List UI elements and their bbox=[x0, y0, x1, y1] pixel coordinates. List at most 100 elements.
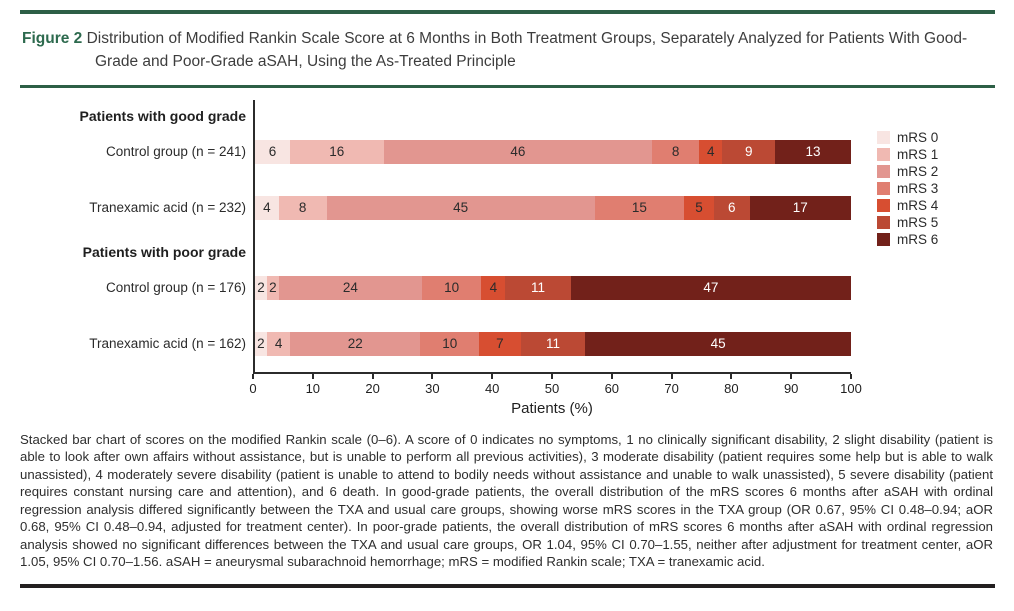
top-rule bbox=[20, 10, 995, 14]
legend-item: mRS 6 bbox=[877, 231, 938, 248]
bar-segment: 10 bbox=[421, 275, 482, 300]
legend-label: mRS 6 bbox=[897, 231, 939, 247]
legend-item: mRS 0 bbox=[877, 129, 938, 146]
tick-label: 90 bbox=[783, 380, 799, 396]
group-label: Patients with poor grade bbox=[82, 243, 246, 260]
bar-row: 4 8 45 15 5 6 17 bbox=[255, 180, 851, 236]
stacked-bar: 4 8 45 15 5 6 17 bbox=[255, 195, 851, 220]
bar-row: 6 16 46 8 4 9 13 bbox=[255, 124, 851, 180]
tick-mark bbox=[491, 373, 494, 379]
segment-value: 4 bbox=[263, 200, 271, 215]
x-axis: 0 10 20 30 40 50 60 70 80 90 100 bbox=[20, 373, 862, 399]
tick-mark bbox=[252, 373, 254, 379]
bar-segment: 2 bbox=[255, 275, 267, 300]
tick-label: 50 bbox=[544, 380, 560, 396]
tick-label: 70 bbox=[664, 380, 679, 396]
legend-item: mRS 4 bbox=[877, 197, 938, 214]
tick-label: 0 bbox=[249, 380, 257, 396]
bar-segment: 46 bbox=[383, 139, 653, 164]
bar-segment: 2 bbox=[266, 275, 279, 300]
legend-label: mRS 1 bbox=[897, 146, 939, 162]
bar-segment: 11 bbox=[520, 331, 586, 356]
legend-swatch bbox=[877, 215, 890, 229]
bar-row-label: Control group (n = 241) bbox=[106, 144, 246, 159]
bar-row-label: Tranexamic acid (n = 162) bbox=[89, 336, 246, 351]
stacked-bar: 2 4 22 10 7 11 45 bbox=[255, 331, 851, 356]
bar-segment: 8 bbox=[652, 139, 700, 164]
row-labels-column: Patients with good grade Control group (n… bbox=[20, 100, 253, 374]
bar-segment: 22 bbox=[290, 331, 421, 356]
group-label: Patients with good grade bbox=[79, 107, 246, 124]
tick-label: 80 bbox=[724, 380, 739, 396]
x-axis-spacer bbox=[20, 374, 253, 399]
tick-label: 10 bbox=[305, 380, 321, 396]
segment-value: 4 bbox=[706, 144, 715, 159]
segment-value: 16 bbox=[329, 144, 345, 159]
tick-label: 40 bbox=[484, 380, 500, 396]
figure-label: Figure 2 bbox=[22, 30, 83, 47]
segment-value: 6 bbox=[268, 144, 277, 159]
segment-value: 4 bbox=[274, 336, 283, 351]
bottom-rule bbox=[20, 583, 995, 588]
segment-value: 15 bbox=[631, 200, 647, 215]
legend-label: mRS 4 bbox=[897, 197, 939, 213]
tick-label: 30 bbox=[425, 380, 440, 396]
bar-row-label: Control group (n = 176) bbox=[106, 280, 246, 295]
segment-value: 8 bbox=[298, 200, 307, 215]
segment-value: 7 bbox=[496, 336, 504, 351]
legend-item: mRS 3 bbox=[877, 180, 938, 197]
bar-segment: 13 bbox=[774, 139, 851, 164]
tick-mark bbox=[431, 373, 434, 379]
bar-segment: 6 bbox=[713, 195, 750, 220]
tick-mark bbox=[610, 373, 613, 379]
segment-value: 47 bbox=[703, 280, 719, 295]
legend-item: mRS 5 bbox=[877, 214, 938, 231]
figure-title-block: Figure 2 Distribution of Modified Rankin… bbox=[22, 27, 990, 74]
tick-mark bbox=[371, 373, 374, 379]
segment-value: 5 bbox=[695, 200, 703, 215]
segment-value: 46 bbox=[510, 144, 526, 159]
bar-segment: 6 bbox=[255, 139, 291, 164]
segment-value: 6 bbox=[727, 200, 736, 215]
plot-area: 6 16 46 8 4 9 13 4 8 45 15 5 6 17 2 2 24 10 4 11 47 2 4 22 10 7 11… bbox=[253, 99, 851, 374]
segment-value: 22 bbox=[347, 336, 363, 351]
figure-container: Figure 2 Distribution of Modified Rankin… bbox=[0, 10, 1014, 588]
legend-label: mRS 0 bbox=[897, 129, 939, 145]
x-axis-ticks: 0 10 20 30 40 50 60 70 80 90 100 bbox=[249, 373, 862, 399]
bar-segment: 15 bbox=[594, 195, 685, 220]
group-spacer-row bbox=[255, 100, 851, 124]
bar-segment: 4 bbox=[481, 275, 506, 300]
chart-grid: Patients with good grade Control group (n… bbox=[20, 99, 851, 374]
segment-value: 4 bbox=[489, 280, 498, 295]
tick-mark bbox=[670, 373, 673, 379]
legend-item: mRS 1 bbox=[877, 146, 938, 163]
chart-main: Patients with good grade Control group (n… bbox=[20, 99, 862, 417]
legend-swatch bbox=[877, 130, 890, 144]
segment-value: 8 bbox=[671, 144, 680, 159]
legend-label: mRS 2 bbox=[897, 163, 939, 179]
figure-title: Distribution of Modified Rankin Scale Sc… bbox=[86, 30, 968, 71]
legend-swatch bbox=[877, 232, 890, 246]
legend-item: mRS 2 bbox=[877, 163, 938, 180]
segment-value: 45 bbox=[453, 200, 469, 215]
segment-value: 10 bbox=[442, 336, 458, 351]
bar-segment: 17 bbox=[749, 195, 851, 220]
bar-segment: 4 bbox=[699, 139, 723, 164]
group-spacer-row bbox=[255, 236, 851, 260]
bar-segment: 4 bbox=[266, 331, 291, 356]
tick-mark bbox=[850, 373, 852, 379]
segment-value: 2 bbox=[269, 280, 277, 295]
title-rule bbox=[20, 84, 995, 88]
tick-label: 20 bbox=[365, 380, 380, 396]
bar-segment: 45 bbox=[326, 195, 595, 220]
bar-segment: 8 bbox=[278, 195, 327, 220]
tick-mark bbox=[790, 373, 793, 379]
segment-value: 11 bbox=[545, 336, 560, 351]
legend-label: mRS 5 bbox=[897, 214, 939, 230]
segment-value: 17 bbox=[792, 200, 808, 215]
bar-segment: 4 bbox=[255, 195, 279, 220]
segment-value: 10 bbox=[444, 280, 460, 295]
stacked-bar-chart: Patients with good grade Control group (n… bbox=[20, 99, 1014, 417]
figure-caption: Stacked bar chart of scores on the modif… bbox=[20, 431, 993, 570]
bar-segment: 10 bbox=[420, 331, 480, 356]
